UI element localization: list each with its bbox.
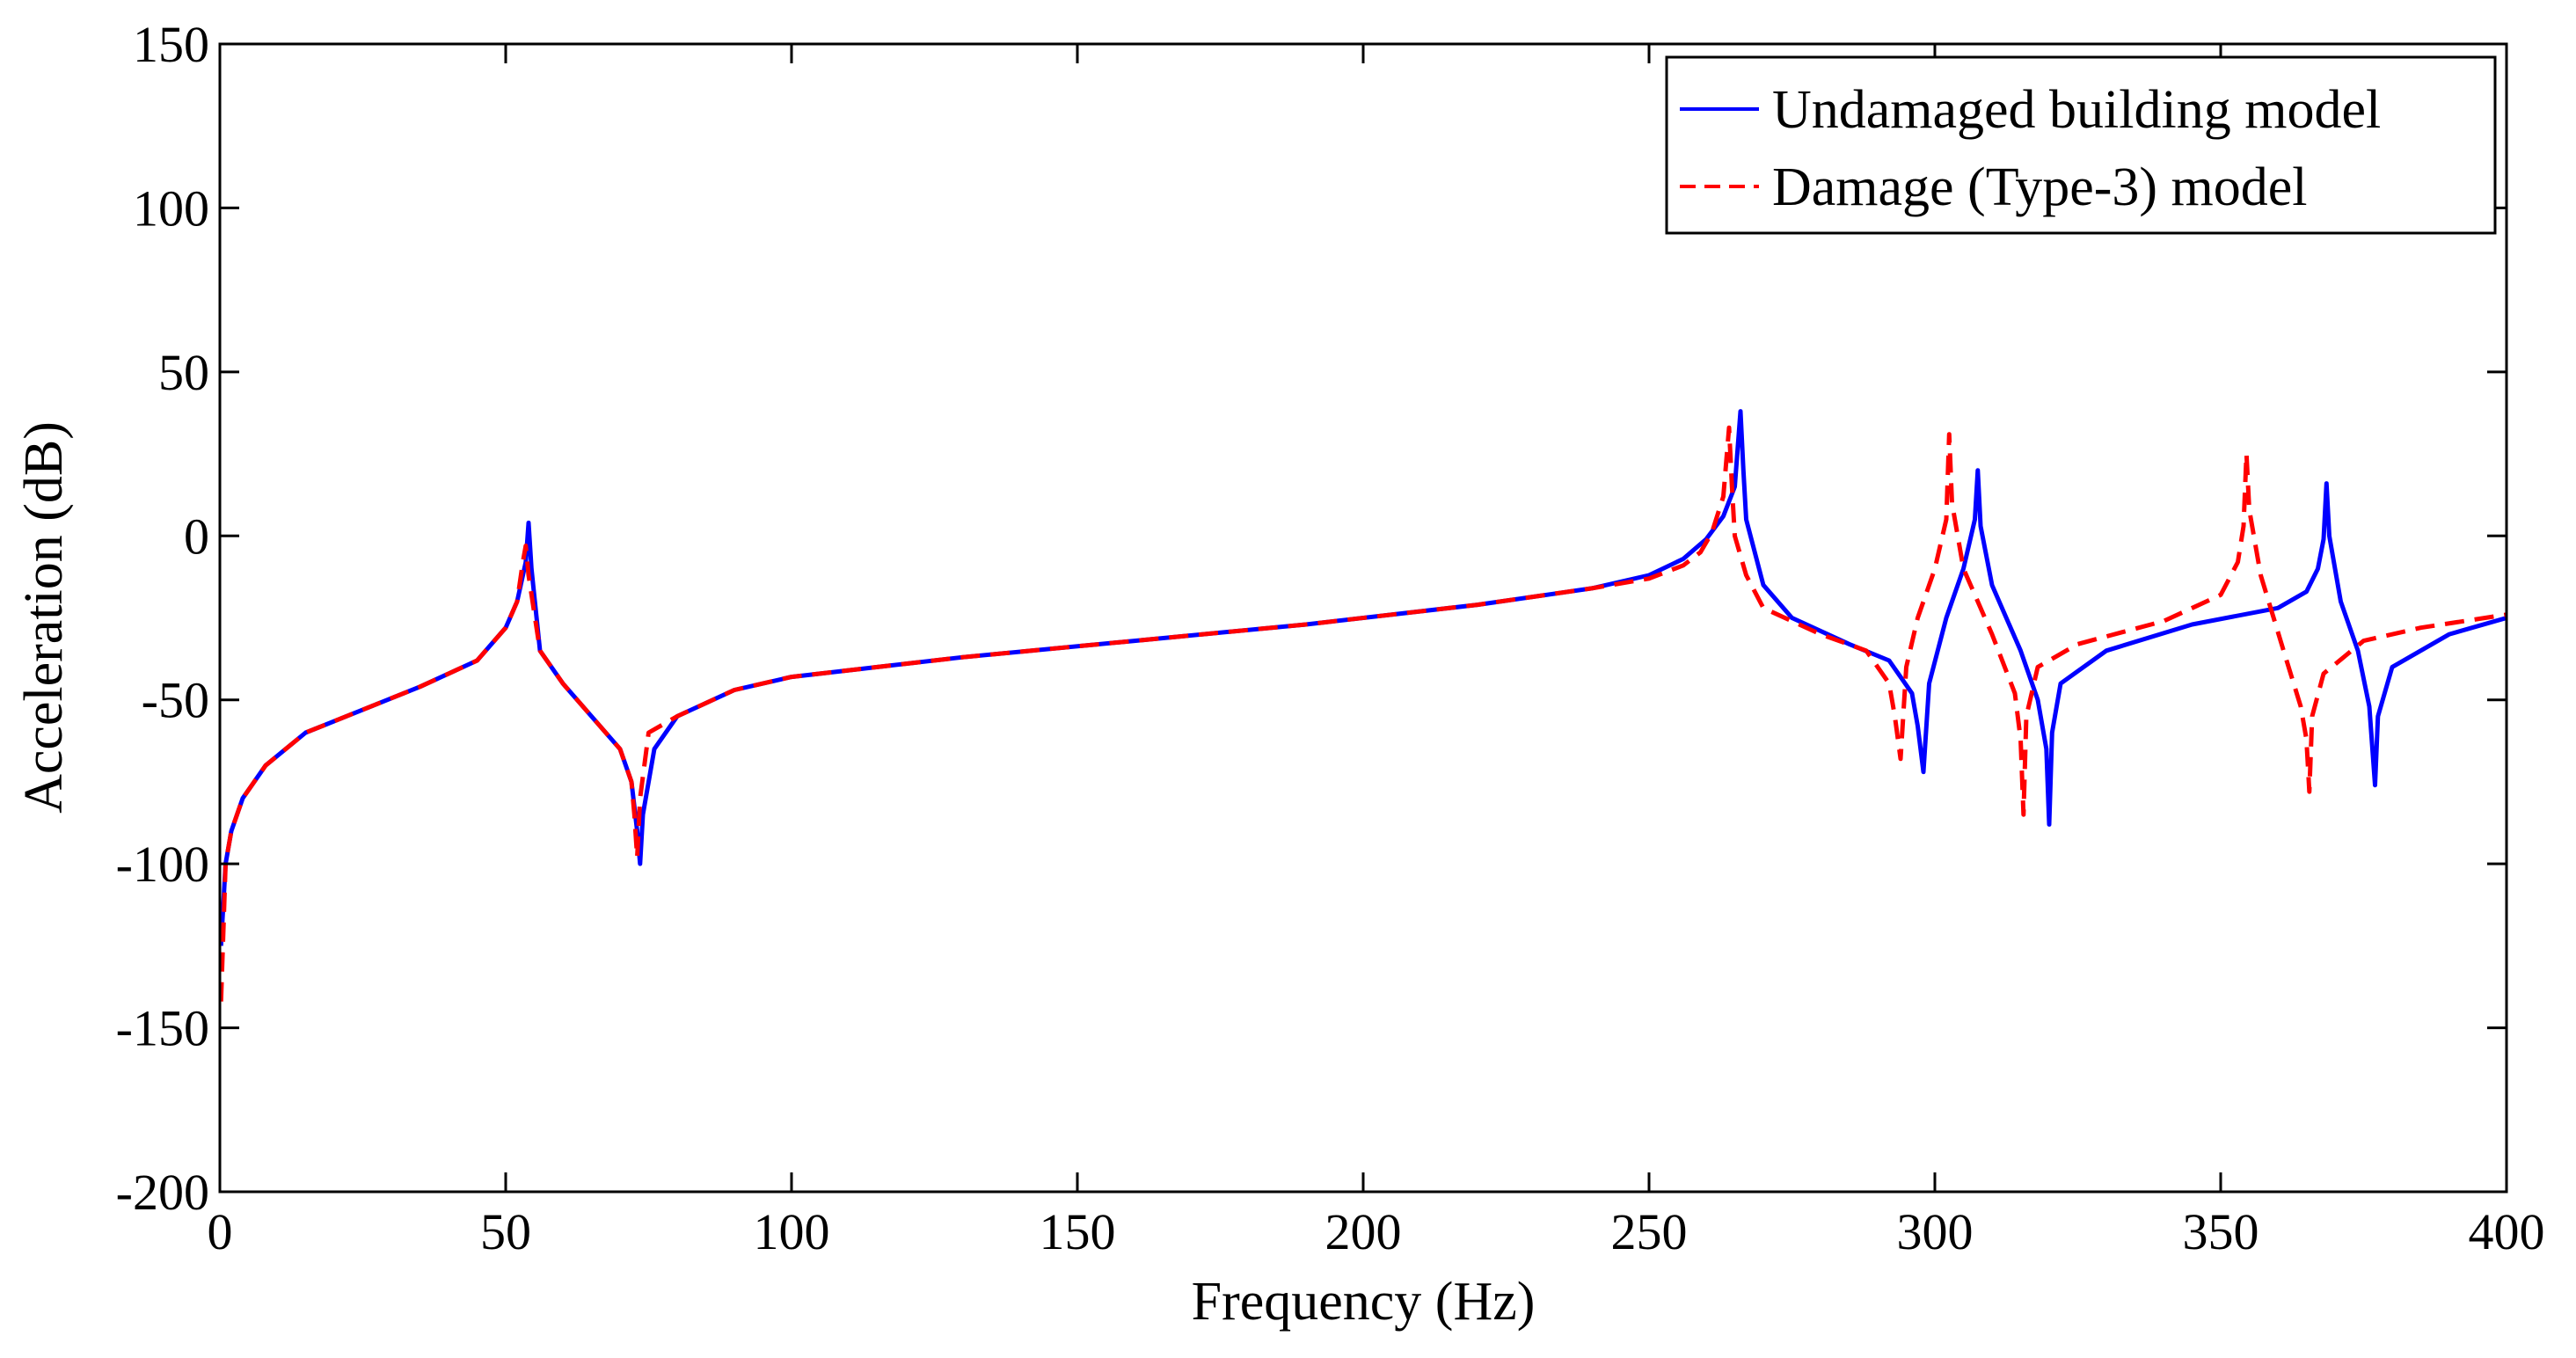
y-tick-label: -150 [116,1000,209,1057]
legend-label-damage: Damage (Type-3) model [1772,157,2308,217]
y-tick-label: 0 [184,507,209,565]
x-axis-ticks: 0 50 100 150 200 250 300 350 400 [208,44,2545,1260]
legend-label-undamaged: Undamaged building model [1772,80,2381,140]
x-tick-label: 50 [480,1203,531,1260]
x-tick-label: 0 [208,1203,233,1260]
series-line-damage [220,425,2507,1002]
y-tick-label: 50 [158,344,209,401]
y-tick-label: -100 [116,836,209,893]
x-tick-label: 300 [1897,1203,1974,1260]
y-tick-label: 100 [133,179,209,237]
x-tick-label: 400 [2469,1203,2545,1260]
legend: Undamaged building model Damage (Type-3)… [1665,55,2497,235]
series-layer [220,409,2507,1002]
x-tick-label: 350 [2183,1203,2259,1260]
x-axis-label: Frequency (Hz) [1192,1272,1536,1332]
x-tick-label: 250 [1611,1203,1688,1260]
y-tick-label: 150 [133,16,209,73]
y-tick-label: -50 [142,672,209,729]
y-tick-label: -200 [116,1164,209,1221]
x-tick-label: 100 [754,1203,830,1260]
x-tick-label: 200 [1325,1203,1402,1260]
y-axis-ticks: 150 100 50 0 -50 -100 -150 -200 [116,16,2507,1221]
x-tick-label: 150 [1040,1203,1116,1260]
y-axis-label: Acceleration (dB) [14,421,74,814]
legend-box [1665,55,2497,235]
series-line-undamaged [220,409,2507,946]
